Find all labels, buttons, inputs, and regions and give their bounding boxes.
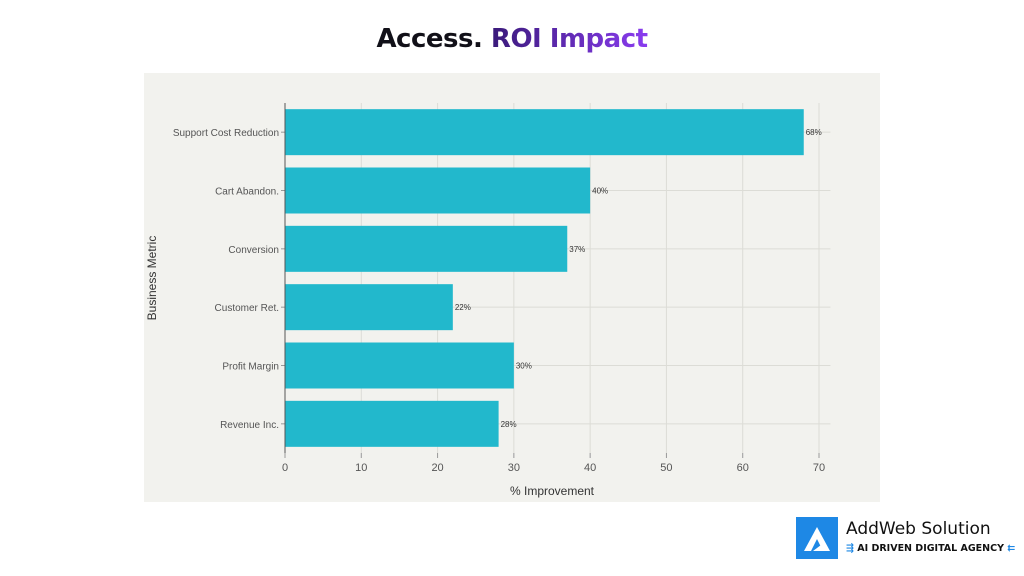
data-label: 68%: [806, 128, 822, 137]
bar: [285, 167, 591, 214]
x-tick-label: 40: [584, 462, 596, 474]
bar: [285, 400, 499, 447]
title-part-2: ROI Impact: [490, 24, 648, 54]
y-tick-label: Conversion: [228, 245, 279, 256]
bar: [285, 284, 453, 331]
logo-mark-icon: [796, 517, 838, 559]
bar: [285, 109, 804, 156]
y-tick-label: Customer Ret.: [215, 303, 279, 314]
data-label: 22%: [455, 303, 471, 312]
title-part-1: Access.: [376, 24, 483, 54]
data-label: 37%: [569, 245, 585, 254]
x-tick-label: 10: [355, 462, 367, 474]
x-tick-label: 50: [660, 462, 672, 474]
x-axis-label: % Improvement: [510, 484, 595, 498]
logo-tagline-text: AI DRIVEN DIGITAL AGENCY: [857, 543, 1004, 554]
chart-panel: 0 10 20 30 40 50 60 70 68% Support Cost Reduction…: [144, 73, 880, 502]
y-tick-label: Cart Abandon.: [215, 187, 279, 198]
data-label: 28%: [501, 420, 517, 429]
page-title: Access. ROI Impact: [0, 24, 1024, 54]
x-tick-label: 60: [737, 462, 749, 474]
data-label: 30%: [516, 362, 532, 371]
data-label: 40%: [592, 187, 608, 196]
x-tick-label: 20: [431, 462, 443, 474]
logo-tagline: ⇶ AI DRIVEN DIGITAL AGENCY ⇇: [846, 543, 1016, 554]
x-tick-label: 0: [282, 462, 288, 474]
bar: [285, 342, 514, 389]
bar-chart: 0 10 20 30 40 50 60 70 68% Support Cost Reduction…: [145, 103, 831, 498]
y-tick-label: Revenue Inc.: [220, 420, 279, 431]
x-tick-label: 30: [508, 462, 520, 474]
bar: [285, 225, 568, 272]
y-tick-label: Support Cost Reduction: [173, 128, 279, 139]
logo-name: AddWeb Solution: [846, 519, 991, 539]
y-axis-label: Business Metric: [145, 236, 159, 321]
y-tick-label: Profit Margin: [222, 362, 279, 373]
x-tick-label: 70: [813, 462, 825, 474]
